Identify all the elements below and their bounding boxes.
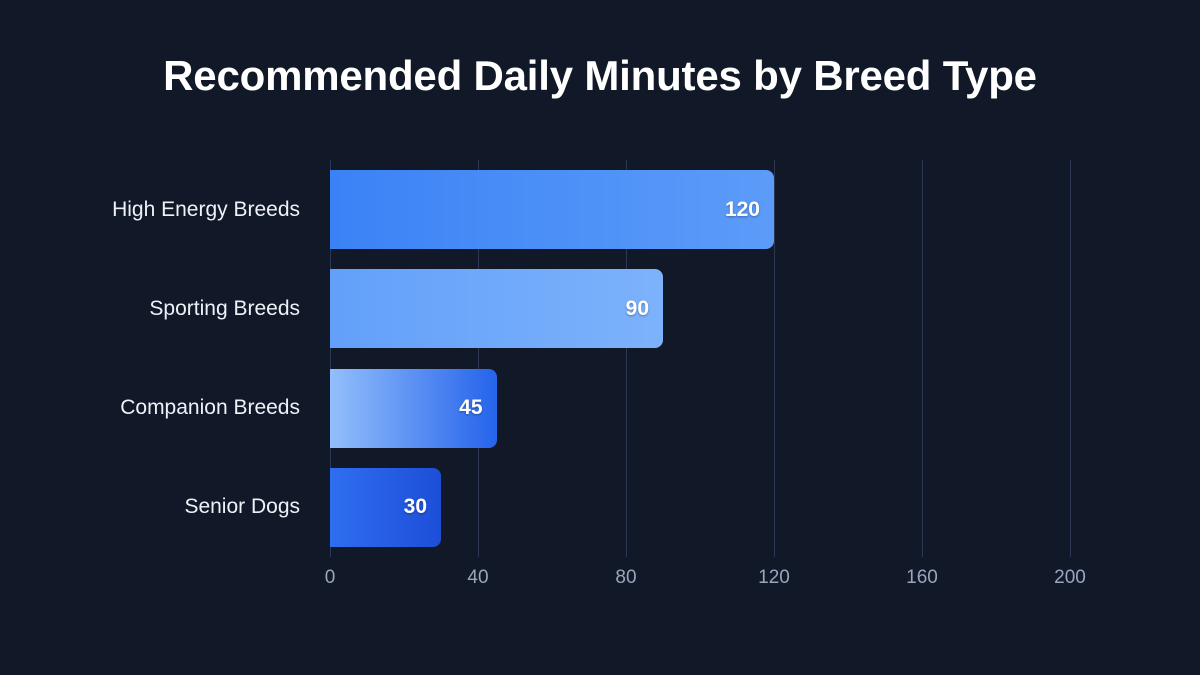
bar-value-label: 120 [724, 197, 760, 221]
gridline [330, 160, 331, 557]
x-tick-label: 80 [615, 567, 637, 588]
gridline [626, 160, 627, 557]
gridline [922, 160, 923, 557]
bar-row: 30 [330, 467, 1070, 547]
bar-row: 90 [330, 269, 1070, 349]
y-axis-label: Companion Breeds [120, 396, 300, 420]
gridline [1070, 160, 1071, 557]
chart-title: Recommended Daily Minutes by Breed Type [163, 52, 1037, 99]
x-tick-label: 200 [1054, 567, 1086, 588]
bar-row: 45 [330, 368, 1070, 448]
x-axis-tick-labels: 0 40 80 120 160 200 [325, 567, 1086, 601]
y-axis-label: High Energy Breeds [112, 197, 300, 221]
bar[interactable]: 90 [330, 269, 663, 349]
bar-value-label: 30 [403, 495, 427, 519]
y-axis-category-labels: High Energy Breeds Sporting Breeds Compani… [30, 160, 300, 557]
bar-value-label: 45 [459, 396, 483, 420]
bar-row: 120 [330, 170, 1070, 250]
bar[interactable]: 30 [330, 467, 441, 547]
x-tick-label: 40 [467, 567, 489, 588]
y-axis-label: Sporting Breeds [149, 296, 300, 320]
bar-value-label: 90 [625, 296, 649, 320]
x-tick-label: 120 [758, 567, 790, 588]
gridline [478, 160, 479, 557]
y-axis-label: Senior Dogs [184, 495, 300, 519]
gridline [774, 160, 775, 557]
x-tick-label: 0 [324, 567, 336, 588]
plot-area: 120 90 45 30 [330, 160, 1071, 557]
bar[interactable]: 45 [330, 368, 497, 448]
x-tick-label: 160 [906, 567, 938, 588]
bar[interactable]: 120 [330, 170, 774, 250]
